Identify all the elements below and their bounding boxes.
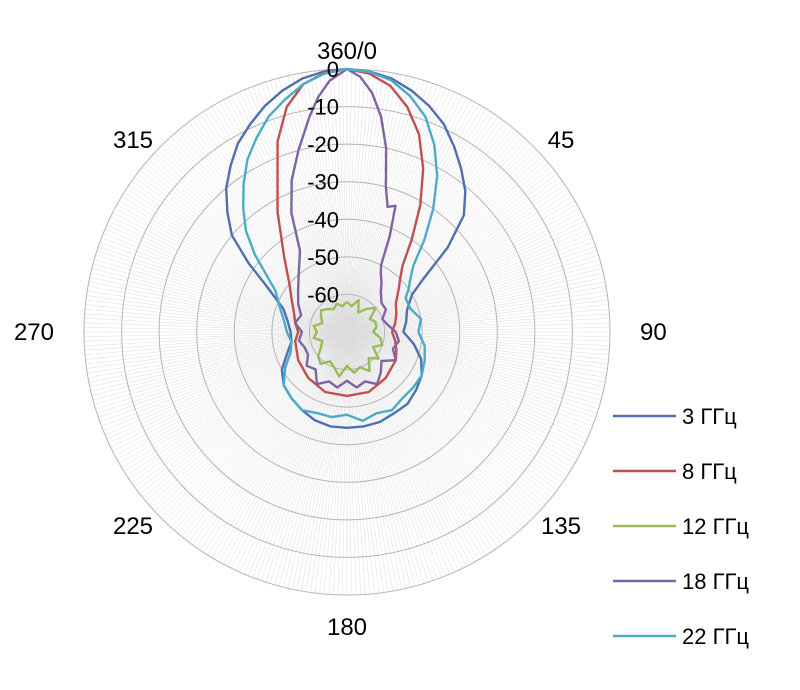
- legend: 3 ГГц 8 ГГц 12 ГГц 18 ГГц 22 ГГц: [613, 404, 749, 649]
- series-line-5: [242, 67, 439, 422]
- polar-grid: [83, 68, 611, 596]
- radial-gridline: [233, 218, 461, 446]
- radial-tick-label: -10: [307, 95, 339, 120]
- radial-tick-labels: 0 -10 -20 -30 -40 -50 -60: [307, 57, 339, 307]
- radial-gridline: [271, 256, 423, 408]
- series-lines: [225, 67, 467, 429]
- series-line-4: [290, 67, 400, 389]
- radial-gridline: [121, 106, 573, 558]
- radial-gridline: [196, 181, 498, 483]
- radial-tick-label: -30: [307, 170, 339, 195]
- angle-label: 135: [541, 513, 581, 540]
- radial-tick-label: -20: [307, 132, 339, 157]
- legend-label: 3 ГГц: [682, 404, 737, 429]
- series-line-1: [225, 67, 467, 429]
- radial-tick-label: -60: [307, 282, 339, 307]
- series-line-3: [312, 299, 384, 378]
- radial-tick-label: -50: [307, 245, 339, 270]
- radial-gridline: [158, 143, 536, 521]
- radial-gridline: [308, 293, 386, 371]
- angle-label: 90: [640, 319, 667, 346]
- angle-label: 225: [113, 513, 153, 540]
- angular-gridlines: [83, 68, 611, 596]
- angle-labels: 360/0 45 90 135 180 225 270 315: [14, 38, 667, 641]
- legend-label: 12 ГГц: [682, 514, 749, 539]
- legend-label: 22 ГГц: [682, 624, 749, 649]
- angle-label: 270: [14, 319, 54, 346]
- radial-tick-label: 0: [327, 57, 339, 82]
- angle-label: 360/0: [317, 38, 377, 65]
- angle-label: 180: [327, 614, 367, 641]
- legend-label: 18 ГГц: [682, 569, 749, 594]
- legend-label: 8 ГГц: [682, 459, 737, 484]
- angle-label: 45: [548, 127, 575, 154]
- radial-tick-label: -40: [307, 207, 339, 232]
- series-line-2: [276, 67, 425, 398]
- angle-label: 315: [113, 127, 153, 154]
